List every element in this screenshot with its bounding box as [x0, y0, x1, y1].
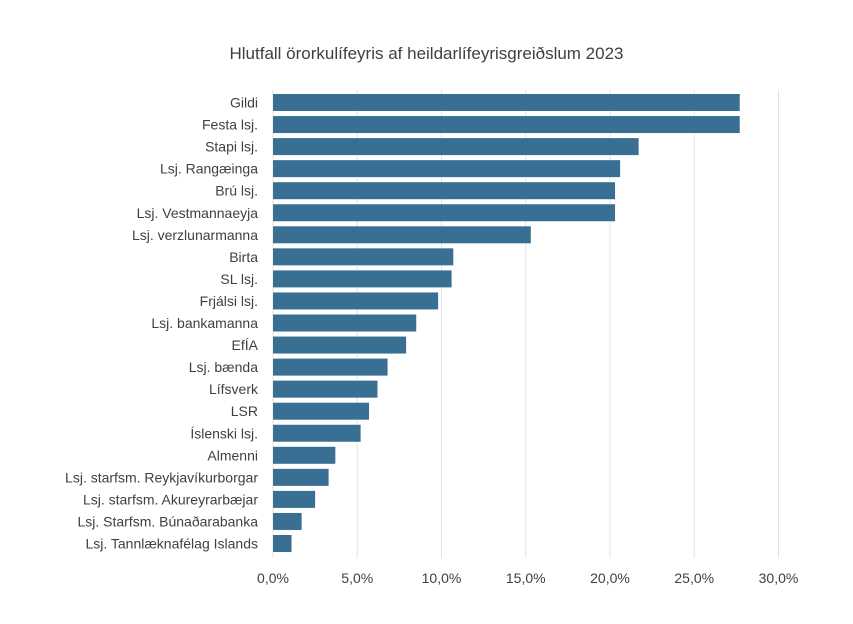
bar: [273, 446, 336, 464]
category-label: Frjálsi lsj.: [200, 293, 258, 309]
category-labels: Gildi Festa lsj. Stapi lsj. Lsj. Rangæinga B…: [65, 95, 259, 552]
category-label: Lsj. bænda: [189, 359, 258, 375]
bar: [273, 468, 329, 486]
category-label: Íslenski lsj.: [190, 425, 258, 441]
category-label: Lsj. Starfsm. Búnaðarabanka: [77, 513, 258, 529]
bar: [273, 358, 388, 376]
bar: [273, 535, 292, 552]
category-label: Lsj. Vestmannaeyja: [137, 205, 259, 221]
bar: [273, 512, 302, 530]
category-label: Stapi lsj.: [205, 139, 258, 155]
bar: [273, 226, 531, 244]
bar: [273, 138, 639, 156]
category-label: Lsj. bankamanna: [151, 315, 258, 331]
category-label: Lsj. verzlunarmanna: [132, 227, 258, 243]
bar: [273, 336, 407, 354]
category-label: EfÍA: [232, 337, 259, 353]
category-label: LSR: [231, 403, 258, 419]
x-tick-label: 20,0%: [590, 570, 630, 586]
bar: [273, 204, 616, 222]
bar: [273, 270, 452, 288]
bar: [273, 490, 316, 508]
x-axis-ticks: 0,0% 5,0% 10,0% 15,0% 20,0% 25,0% 30,0%: [257, 570, 798, 586]
x-tick-label: 15,0%: [506, 570, 546, 586]
x-tick-label: 0,0%: [257, 570, 289, 586]
category-label: Festa lsj.: [202, 117, 258, 133]
bars: [273, 94, 740, 552]
bar: [273, 248, 454, 266]
category-label: Lsj. starfsm. Akureyrarbæjar: [83, 491, 258, 507]
chart-title: Hlutfall örorkulífeyris af heildarlífeyr…: [229, 44, 624, 63]
bar: [273, 424, 361, 442]
category-label: Lsj. Rangæinga: [160, 161, 258, 177]
bar: [273, 94, 740, 111]
category-label: Brú lsj.: [215, 183, 258, 199]
bar: [273, 160, 621, 178]
x-tick-label: 30,0%: [759, 570, 799, 586]
category-label: Lsj. starfsm. Reykjavíkurborgar: [65, 469, 258, 485]
category-label: Lífsverk: [209, 381, 259, 397]
bar: [273, 380, 378, 398]
bar: [273, 292, 439, 310]
bar: [273, 402, 370, 420]
category-label: Lsj. Tannlæknafélag Islands: [85, 536, 258, 552]
category-label: SL lsj.: [220, 271, 258, 287]
bar: [273, 116, 740, 134]
bar: [273, 314, 417, 332]
bar: [273, 182, 616, 200]
category-label: Birta: [229, 249, 258, 265]
x-tick-label: 25,0%: [674, 570, 714, 586]
x-tick-label: 5,0%: [341, 570, 373, 586]
category-label: Gildi: [230, 95, 258, 111]
category-label: Almenni: [207, 447, 258, 463]
x-tick-label: 10,0%: [422, 570, 462, 586]
